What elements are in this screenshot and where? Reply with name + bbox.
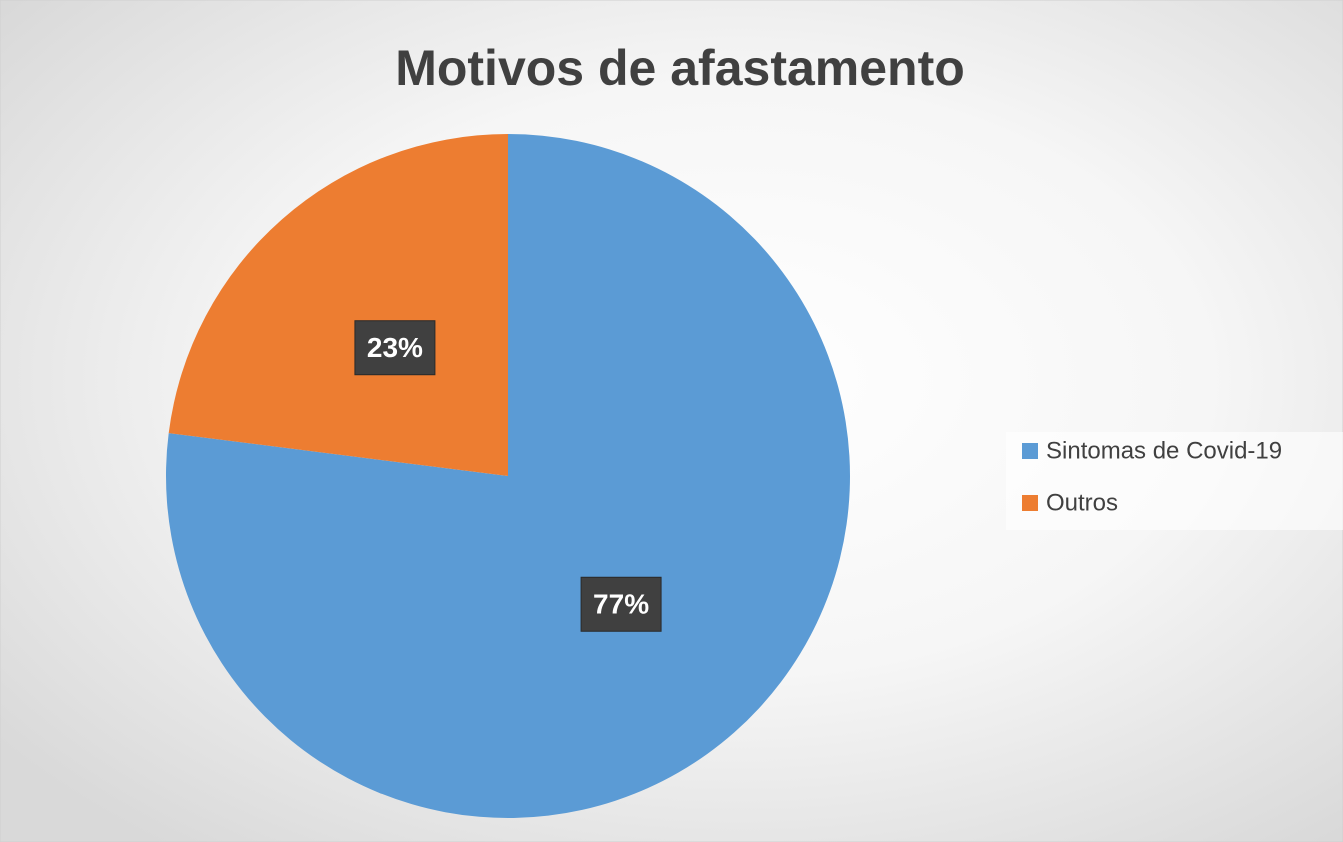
legend-label: Sintomas de Covid-19	[1046, 437, 1282, 464]
legend-background	[1006, 432, 1343, 530]
data-label: 77%	[593, 589, 649, 620]
data-label-box	[580, 576, 662, 632]
legend-label: Outros	[1046, 489, 1118, 516]
legend-swatch	[1022, 443, 1038, 459]
data-label: 23%	[367, 332, 423, 363]
pie-slice	[168, 134, 508, 476]
data-label-box	[354, 320, 436, 376]
legend-swatch	[1022, 495, 1038, 511]
chart-title: Motivos de afastamento	[395, 40, 965, 96]
pie-slice	[165, 134, 850, 818]
